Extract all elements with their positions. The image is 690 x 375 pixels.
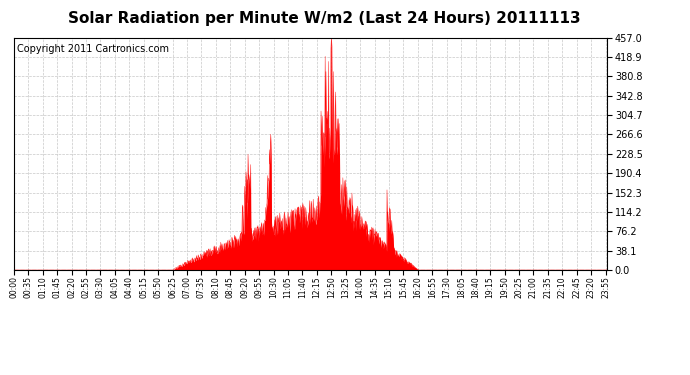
Text: Solar Radiation per Minute W/m2 (Last 24 Hours) 20111113: Solar Radiation per Minute W/m2 (Last 24… (68, 11, 580, 26)
Text: Copyright 2011 Cartronics.com: Copyright 2011 Cartronics.com (17, 45, 169, 54)
